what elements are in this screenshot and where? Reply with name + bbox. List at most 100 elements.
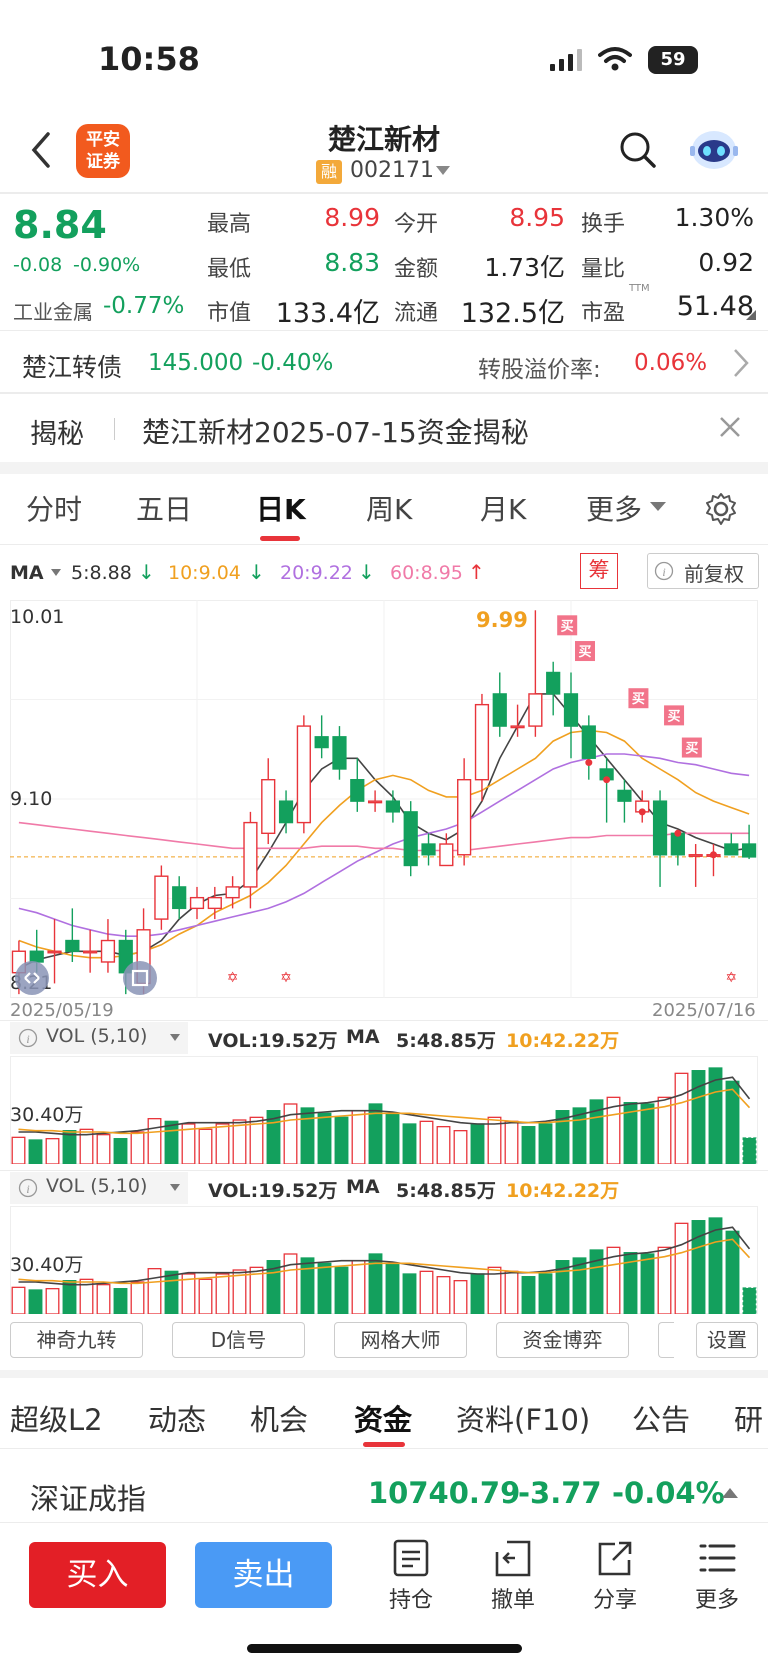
holdings-button[interactable]: 持仓 [380,1538,442,1614]
buy-marker-text: 买 [561,619,574,634]
price-adjust-button[interactable]: i 前复权 [647,553,759,589]
buy-marker-text: 买 [668,709,681,724]
ma-label[interactable]: MA [10,562,44,584]
expand-chart-icon[interactable] [14,960,50,996]
ma-dropdown-icon[interactable] [51,569,61,577]
more-button[interactable]: 更多 [686,1538,748,1614]
tab-funds[interactable]: 资金 [354,1403,413,1437]
vol-panel-1-selector[interactable]: i VOL (5,10) [10,1022,188,1054]
fullscreen-icon[interactable] [122,960,158,996]
tab-daily-k[interactable]: 日K [256,493,306,526]
vol-ma10-line [18,1088,751,1135]
market-cap-value: 133.4亿 [275,298,380,329]
vol-tick: 30.40万 [10,1104,84,1126]
sell-button[interactable]: 卖出 [195,1542,332,1608]
volume-bar [385,1112,400,1164]
volume-bar [181,1123,196,1164]
active-info-tab-indicator [363,1442,405,1447]
volume-bar [351,1260,366,1314]
vol-panel-2-selector[interactable]: i VOL (5,10) [10,1172,188,1204]
premium-label: 转股溢价率: [478,357,601,383]
reveal-link[interactable]: 楚江新材2025-07-15资金揭秘 [142,416,529,449]
menu-list-icon [699,1544,736,1572]
ai-robot-icon[interactable] [688,126,740,172]
volume-bar [283,1253,298,1314]
share-button[interactable]: 分享 [584,1538,646,1614]
expand-up-icon[interactable] [722,1487,738,1499]
settings-button[interactable]: 设置 [696,1322,758,1358]
volume-bar [266,1260,281,1314]
volume-bar [181,1273,196,1314]
vol-ma5-line [18,1226,751,1286]
sector-name[interactable]: 工业金属 [13,300,93,324]
dropdown-triangle-icon[interactable] [436,166,450,176]
tab-weekly-k[interactable]: 周K [366,493,413,526]
volume-bar [300,1107,315,1164]
signal-dot [638,808,646,816]
high-label: 最高 [207,212,252,237]
buy-marker: 买 [628,688,649,709]
buy-marker: 买 [681,737,702,758]
candle [474,703,490,781]
chip-distribution-button[interactable]: 筹 [580,553,618,589]
cancel-order-button[interactable]: 撤单 [482,1538,544,1614]
vol-ma10: 10:42.22万 [506,1180,620,1202]
search-icon[interactable] [618,130,658,170]
undo-order-icon [495,1540,531,1577]
candle [546,671,561,695]
candle [492,693,507,727]
volume-bar [249,1266,264,1314]
candle [457,778,472,856]
fund-game-button[interactable]: 资金博弈 [496,1322,629,1358]
index-change-pct: -0.04% [612,1476,725,1510]
signal-dot [585,759,593,767]
candle [261,778,276,835]
d-signal-button[interactable]: D信号 [172,1322,305,1358]
tab-super-l2[interactable]: 超级L2 [10,1403,103,1437]
tab-f10[interactable]: 资料(F10) [456,1403,591,1437]
volume-bar [555,1260,570,1314]
close-icon[interactable] [718,415,742,439]
tab-more[interactable]: 更多 [586,493,643,526]
volume-bar [198,1128,213,1164]
volume-bar [385,1262,400,1314]
candle [741,843,757,858]
candle [296,725,311,824]
volume-bar [130,1131,145,1164]
bond-name[interactable]: 楚江转债 [22,353,123,382]
tab-news[interactable]: 动态 [148,1403,207,1437]
magic-nine-button[interactable]: 神奇九转 [10,1322,143,1358]
vol-panel-title: VOL (5,10) [46,1175,148,1197]
candle [189,896,205,910]
volume-bar [691,1070,706,1164]
gear-icon[interactable] [704,492,738,526]
buy-marker-text: 买 [578,645,591,660]
tab-opportunity[interactable]: 机会 [250,1403,309,1437]
stock-code[interactable]: 002171 [350,158,434,183]
tab-monthly-k[interactable]: 月K [480,493,527,526]
tab-research[interactable]: 研 [734,1403,764,1437]
tab-announcements[interactable]: 公告 [632,1403,691,1437]
open-value: 8.95 [509,203,565,232]
more-dropdown-icon[interactable] [650,502,666,512]
buy-button[interactable]: 买入 [29,1542,166,1608]
volume-bar [402,1273,417,1314]
volume-chart-1[interactable] [10,1056,758,1164]
volume-bar [691,1220,706,1314]
grid-master-button[interactable]: 网格大师 [334,1322,467,1358]
chevron-right-icon[interactable] [732,347,750,379]
sector-change: -0.77% [103,293,185,319]
bond-price: 145.000 [148,350,244,376]
volume-chart-2[interactable] [10,1206,758,1314]
back-arrow-icon[interactable] [26,130,56,170]
tab-intraday[interactable]: 分时 [26,493,83,526]
hidden-tool-button[interactable] [658,1322,674,1358]
tab-five-day[interactable]: 五日 [136,493,193,526]
index-name[interactable]: 深证成指 [30,1482,147,1516]
volume-frame [10,1056,758,1164]
candle [225,886,240,899]
volume-bar [113,1138,128,1164]
buy-marker-text: 买 [632,692,645,707]
info-icon: i [18,1178,38,1198]
